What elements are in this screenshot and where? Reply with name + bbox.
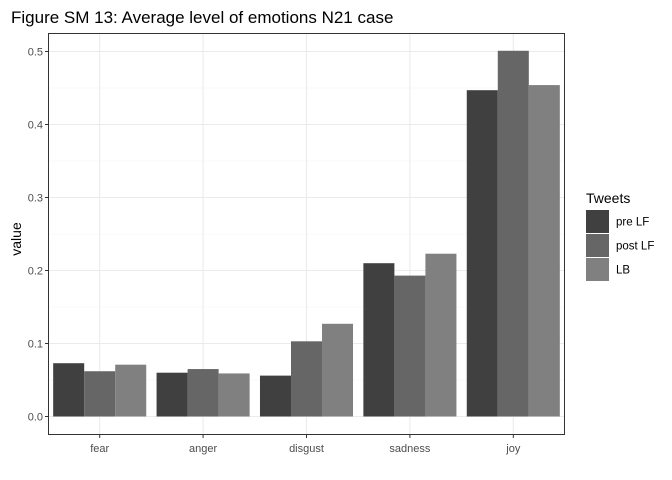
bar (259, 375, 291, 417)
x-axis: fear anger disgust sadness joy (90, 435, 521, 455)
y-tick-label: 0.2 (28, 266, 43, 278)
y-axis: 0.0 0.1 0.2 0.3 0.4 0.5 (28, 47, 48, 424)
bar (466, 90, 498, 417)
bar (528, 85, 560, 417)
x-tick-label: fear (90, 443, 109, 455)
bar (115, 364, 147, 417)
bar (290, 341, 323, 417)
legend: Tweets pre LF post LF LB (586, 190, 654, 281)
bar (53, 363, 85, 417)
bar (497, 50, 529, 417)
x-tick-label: sadness (389, 443, 430, 455)
y-axis-title: value (8, 222, 24, 256)
bar (218, 373, 250, 417)
y-tick-label: 0.1 (28, 339, 43, 351)
y-tick-label: 0.5 (28, 47, 43, 59)
bar (322, 323, 354, 417)
bars (53, 50, 560, 417)
bar (84, 371, 116, 417)
bar (187, 369, 219, 417)
legend-label: LB (616, 265, 630, 277)
y-tick-label: 0.3 (28, 193, 43, 205)
bar (363, 263, 395, 417)
chart-title: Figure SM 13: Average level of emotions … (11, 8, 393, 27)
x-tick-label: anger (189, 443, 217, 455)
bar (425, 253, 457, 417)
legend-label: post LF (616, 241, 654, 253)
y-tick-label: 0.0 (28, 412, 43, 424)
y-tick-label: 0.4 (28, 120, 43, 132)
x-tick-label: joy (505, 443, 521, 455)
bar (156, 372, 188, 417)
legend-title: Tweets (586, 190, 630, 206)
legend-key (586, 258, 609, 281)
x-tick-label: disgust (289, 443, 324, 455)
legend-key (586, 210, 609, 233)
legend-label: pre LF (616, 217, 649, 229)
legend-key (586, 234, 609, 257)
plot-border (48, 33, 565, 435)
bar (394, 275, 426, 417)
